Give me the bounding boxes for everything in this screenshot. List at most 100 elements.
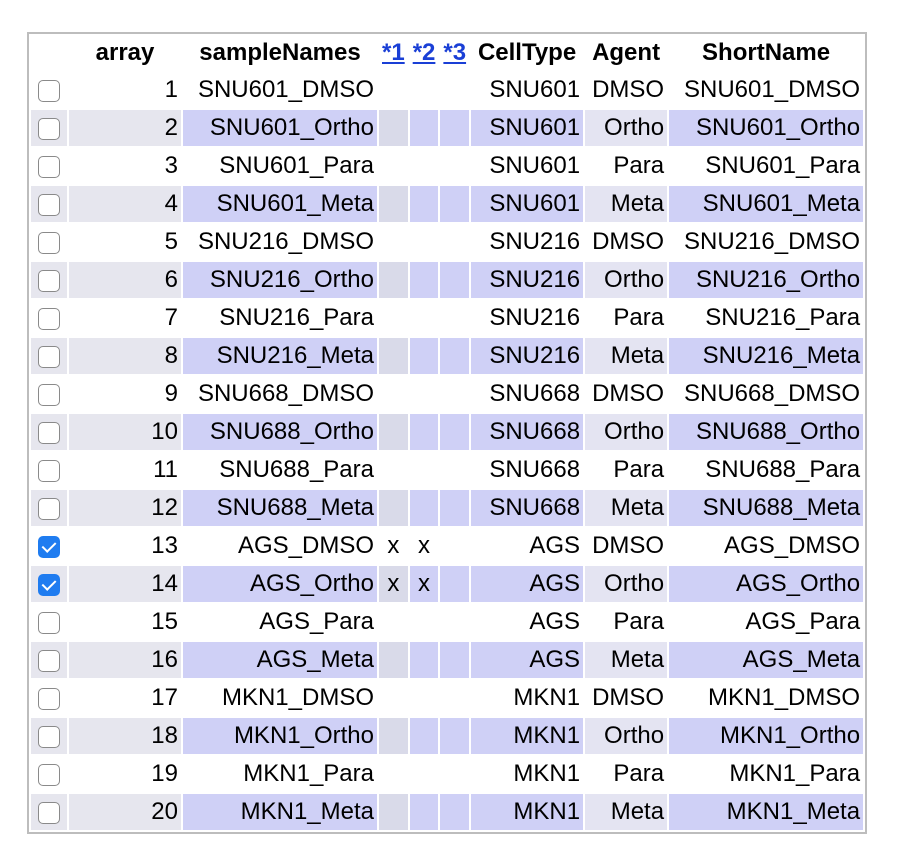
row-select-cell[interactable] [31, 756, 67, 792]
row-select-cell[interactable] [31, 604, 67, 640]
row-checkbox[interactable] [38, 687, 60, 710]
star-2-cell [409, 680, 439, 716]
row-checkbox[interactable] [38, 421, 60, 444]
sample-name-cell: SNU601_Meta [183, 186, 377, 222]
short-name-cell: SNU668_DMSO [669, 376, 864, 412]
row-select-cell[interactable] [31, 338, 67, 374]
row-select-cell[interactable] [31, 224, 67, 260]
row-checkbox[interactable] [38, 497, 60, 520]
row-select-cell[interactable] [31, 528, 67, 564]
row-checkbox[interactable] [38, 649, 60, 672]
header-star-2[interactable]: *2 [410, 36, 439, 70]
array-cell: 8 [69, 338, 181, 374]
star-1-cell [379, 338, 408, 374]
row-checkbox[interactable] [38, 345, 60, 368]
row-checkbox[interactable] [38, 117, 60, 140]
agent-cell: Ortho [585, 414, 668, 450]
row-select-cell[interactable] [31, 490, 67, 526]
cell-type-cell: SNU601 [471, 148, 584, 184]
row-select-cell[interactable] [31, 186, 67, 222]
row-select-cell[interactable] [31, 376, 67, 412]
row-checkbox[interactable] [38, 535, 60, 558]
star-1-cell [379, 490, 408, 526]
sample-name-cell: SNU216_Ortho [183, 262, 377, 298]
row-checkbox[interactable] [38, 725, 60, 748]
row-checkbox[interactable] [38, 573, 60, 596]
star-2-cell [409, 72, 439, 108]
row-checkbox[interactable] [38, 269, 60, 292]
sample-name-cell: SNU688_Ortho [183, 414, 377, 450]
table-row: 6 SNU216_Ortho SNU216 Ortho SNU216_Ortho [31, 262, 864, 298]
row-checkbox[interactable] [38, 193, 60, 216]
star-1-link[interactable]: *1 [382, 39, 405, 66]
sample-name-cell: SNU601_Ortho [183, 110, 377, 146]
table-body: 1 SNU601_DMSO SNU601 DMSO SNU601_DMSO 2 SNU601… [31, 72, 864, 830]
star-1-cell [379, 642, 408, 678]
table-row: 18 MKN1_Ortho MKN1 Ortho MKN1_Ortho [31, 718, 864, 754]
star-3-link[interactable]: *3 [443, 39, 467, 66]
row-select-cell[interactable] [31, 148, 67, 184]
row-checkbox[interactable] [38, 79, 60, 102]
agent-cell: Meta [585, 642, 668, 678]
table-row: 8 SNU216_Meta SNU216 Meta SNU216_Meta [31, 338, 864, 374]
row-select-cell[interactable] [31, 718, 67, 754]
header-cell-type: CellType [477, 39, 577, 66]
cell-type-cell: SNU668 [471, 490, 584, 526]
row-checkbox[interactable] [38, 763, 60, 786]
star-1-cell [379, 718, 408, 754]
star-1-cell [379, 756, 408, 792]
table-row: 17 MKN1_DMSO MKN1 DMSO MKN1_DMSO [31, 680, 864, 716]
star-3-cell [440, 414, 470, 450]
short-name-cell: AGS_DMSO [669, 528, 864, 564]
row-select-cell[interactable] [31, 680, 67, 716]
header-star-3[interactable]: *3 [440, 36, 469, 70]
array-cell: 11 [69, 452, 181, 488]
header-star-1[interactable]: *1 [379, 36, 408, 70]
star-3-cell [440, 642, 470, 678]
row-checkbox[interactable] [38, 383, 60, 406]
header-short-name: ShortName [702, 39, 831, 66]
star-2-cell [409, 490, 439, 526]
row-checkbox[interactable] [38, 155, 60, 178]
array-cell: 3 [69, 148, 181, 184]
row-checkbox[interactable] [38, 307, 60, 330]
row-select-cell[interactable] [31, 642, 67, 678]
star-3-cell [440, 186, 470, 222]
table-row: 2 SNU601_Ortho SNU601 Ortho SNU601_Ortho [31, 110, 864, 146]
cell-type-cell: SNU601 [471, 72, 584, 108]
sample-name-cell: AGS_Meta [183, 642, 377, 678]
star-2-link[interactable]: *2 [412, 39, 436, 66]
sample-name-cell: SNU601_Para [183, 148, 377, 184]
star-1-cell [379, 604, 408, 640]
star-2-cell [409, 642, 439, 678]
agent-cell: Para [585, 604, 668, 640]
row-select-cell[interactable] [31, 452, 67, 488]
star-3-cell [440, 604, 470, 640]
array-cell: 4 [69, 186, 181, 222]
agent-cell: Meta [585, 338, 668, 374]
row-select-cell[interactable] [31, 414, 67, 450]
row-checkbox[interactable] [38, 611, 60, 634]
row-checkbox[interactable] [38, 459, 60, 482]
row-select-cell[interactable] [31, 262, 67, 298]
array-cell: 1 [69, 72, 181, 108]
sample-name-cell: MKN1_Para [183, 756, 377, 792]
row-checkbox[interactable] [38, 231, 60, 254]
star-3-cell [440, 300, 470, 336]
row-select-cell[interactable] [31, 566, 67, 602]
row-select-cell[interactable] [31, 794, 67, 830]
agent-cell: DMSO [585, 528, 668, 564]
star-1-cell [379, 414, 408, 450]
short-name-cell: AGS_Para [669, 604, 864, 640]
sample-name-cell: SNU668_DMSO [183, 376, 377, 412]
agent-cell: Para [585, 756, 668, 792]
star-1-cell: x [379, 566, 408, 602]
row-checkbox[interactable] [38, 801, 60, 824]
row-select-cell[interactable] [31, 72, 67, 108]
header-select [31, 36, 67, 70]
row-select-cell[interactable] [31, 110, 67, 146]
short-name-cell: SNU601_Ortho [669, 110, 864, 146]
star-2-cell [409, 376, 439, 412]
row-select-cell[interactable] [31, 300, 67, 336]
sample-name-cell: MKN1_Meta [183, 794, 377, 830]
